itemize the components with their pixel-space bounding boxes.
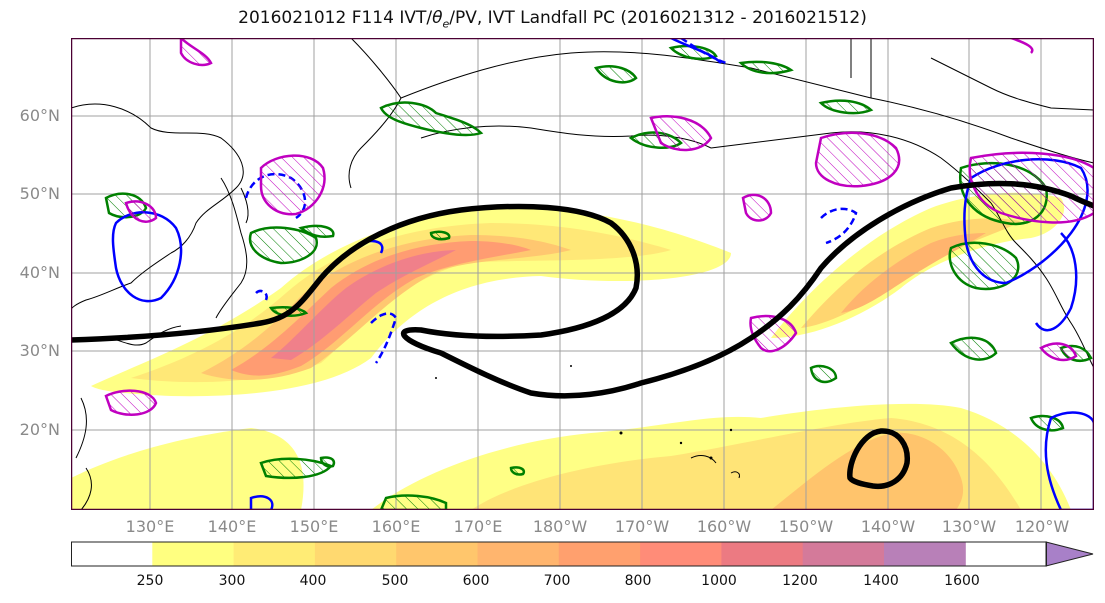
map-panel	[71, 38, 1094, 510]
lon-label-150e: 150°E	[289, 517, 339, 536]
title-rest: /PV, IVT Landfall PC (2016021312 - 20160…	[449, 8, 867, 28]
colorbar-box	[314, 542, 397, 566]
title-subscript: e	[442, 17, 450, 31]
landfall-contours	[71, 180, 1094, 490]
colorbar-extend-arrow	[1045, 541, 1094, 567]
colorbar-boxes	[71, 542, 966, 566]
colorbar-frame	[71, 541, 1047, 567]
map-title: 2016021012 F114 IVT/θe/PV, IVT Landfall …	[0, 8, 1105, 30]
colorbar-label-600: 600	[462, 573, 490, 589]
lon-label-120w: 120°W	[1014, 517, 1070, 536]
lat-label-50n: 50°N	[19, 184, 60, 203]
colorbar	[71, 541, 1094, 567]
colorbar-label-1400: 1400	[863, 573, 899, 589]
colorbar-box	[640, 542, 722, 566]
lon-label-170w: 170°W	[614, 517, 670, 536]
lon-label-180w: 180°W	[532, 517, 588, 536]
lon-label-160w: 160°W	[696, 517, 752, 536]
colorbar-label-500: 500	[381, 573, 409, 589]
lat-label-20n: 20°N	[19, 420, 60, 439]
map-frame	[71, 38, 1094, 510]
colorbar-box	[152, 542, 235, 566]
colorbar-box	[558, 542, 641, 566]
colorbar-box	[71, 542, 153, 566]
colorbar-label-700: 700	[543, 573, 571, 589]
ivt-band-west-south	[71, 428, 304, 510]
colorbar-box	[233, 542, 316, 566]
lon-label-130w: 130°W	[941, 517, 997, 536]
colorbar-label-1200: 1200	[782, 573, 818, 589]
lon-label-140w: 140°W	[860, 517, 916, 536]
lon-label-140e: 140°E	[207, 517, 257, 536]
colorbar-label-1000: 1000	[701, 573, 737, 589]
colorbar-box	[884, 542, 966, 566]
small-islands	[435, 365, 733, 460]
title-main: 2016021012 F114 IVT/	[238, 8, 433, 28]
colorbar-box	[396, 542, 478, 566]
colorbar-box	[721, 542, 804, 566]
colorbar-label-250: 250	[136, 573, 164, 589]
lon-label-130e: 130°E	[125, 517, 175, 536]
title-theta: θ	[432, 8, 443, 28]
lat-label-40n: 40°N	[19, 263, 60, 282]
lon-label-160e: 160°E	[371, 517, 421, 536]
lat-label-30n: 30°N	[19, 341, 60, 360]
lat-label-60n: 60°N	[19, 106, 60, 125]
colorbar-label-300: 300	[218, 573, 246, 589]
lon-label-170e: 170°E	[453, 517, 503, 536]
colorbar-label-400: 400	[299, 573, 327, 589]
coastlines	[71, 38, 1094, 510]
ivt-band-west-1000	[271, 250, 456, 360]
colorbar-box	[802, 542, 885, 566]
colorbar-label-1600: 1600	[944, 573, 980, 589]
colorbar-box	[477, 542, 560, 566]
lon-label-150w: 150°W	[778, 517, 834, 536]
ivt-band-south-core	[771, 432, 964, 510]
colorbar-label-800: 800	[624, 573, 652, 589]
